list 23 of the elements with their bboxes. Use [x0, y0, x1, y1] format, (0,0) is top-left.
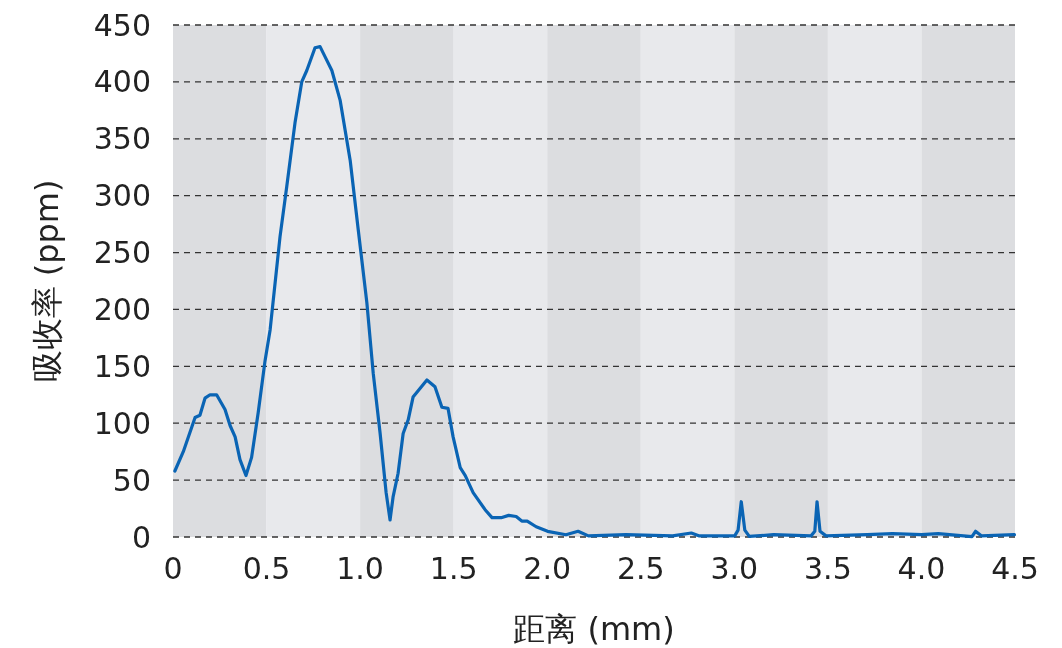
y-tick-label: 0 [131, 519, 151, 555]
x-tick-label: 3.5 [804, 551, 852, 586]
x-tick-label: 0.5 [242, 551, 291, 586]
y-tick-label: 300 [93, 178, 151, 214]
y-tick-label: 350 [93, 121, 151, 157]
y-tick-label: 150 [93, 348, 151, 384]
y-axis-title: 吸收率 (ppm) [28, 179, 66, 383]
y-tick-label: 100 [93, 405, 151, 441]
x-axis-title: 距离 (mm) [513, 610, 675, 648]
x-tick-label: 0 [163, 551, 183, 586]
line-series [173, 45, 1017, 539]
x-tick-label: 2.5 [616, 551, 665, 586]
x-tick-label: 1.5 [429, 551, 478, 586]
x-tick-label: 4.0 [897, 551, 946, 586]
y-tick-label: 250 [93, 235, 151, 271]
x-tick-label: 4.5 [991, 551, 1039, 586]
y-tick-label: 200 [93, 291, 151, 327]
y-tick-label: 450 [93, 7, 151, 43]
x-tick-label: 3.0 [710, 551, 759, 586]
y-tick-label: 50 [112, 462, 151, 498]
x-tick-label: 2.0 [523, 551, 572, 586]
x-tick-label: 1.0 [336, 551, 384, 586]
y-tick-label: 400 [93, 64, 151, 100]
